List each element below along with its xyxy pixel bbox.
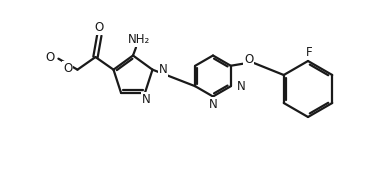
Text: O: O [244, 53, 253, 66]
Text: NH₂: NH₂ [128, 33, 150, 46]
Text: O: O [45, 51, 55, 64]
Text: N: N [209, 98, 217, 111]
Text: F: F [306, 46, 312, 59]
Text: N: N [237, 80, 245, 93]
Text: O: O [95, 21, 104, 34]
Text: N: N [159, 63, 167, 76]
Text: O: O [63, 62, 73, 75]
Text: N: N [142, 93, 151, 106]
